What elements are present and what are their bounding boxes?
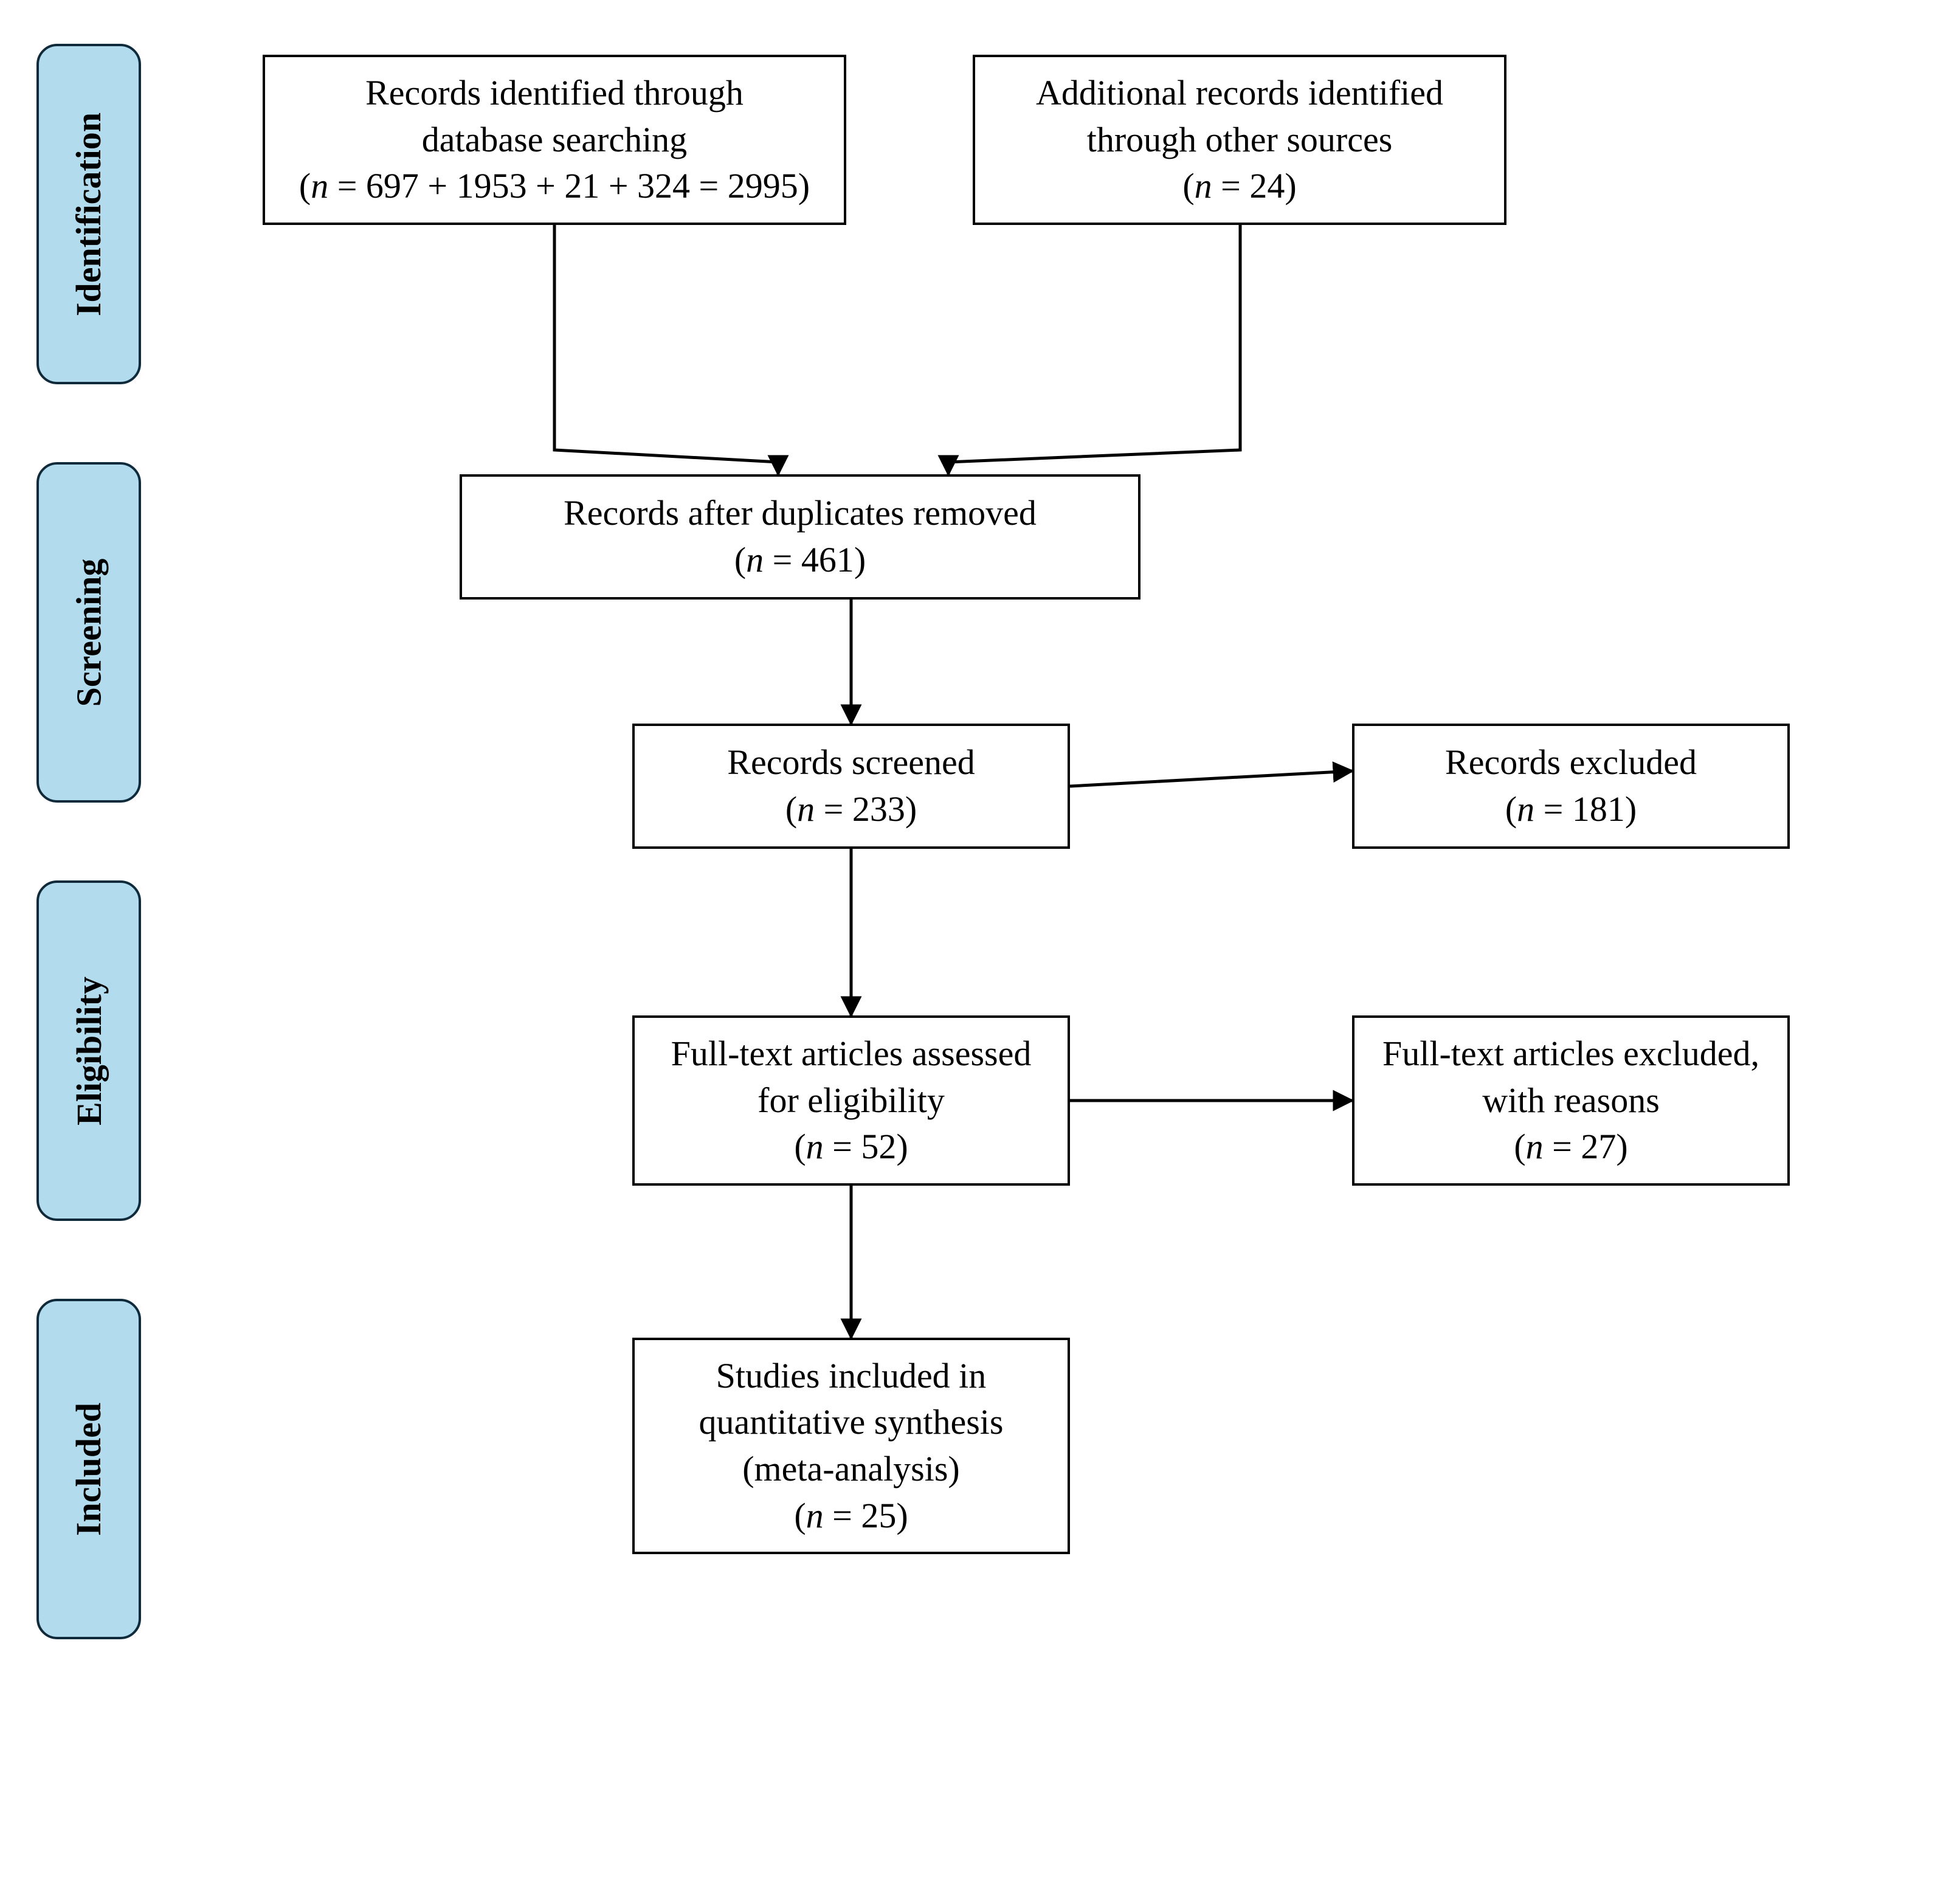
box-line: for eligibility xyxy=(757,1077,945,1124)
stage-label-text: Eligibility xyxy=(69,977,109,1125)
prisma-flowchart: Identification Screening Eligibility Includ… xyxy=(0,0,1960,1891)
box-excluded1: Records excluded(n = 181) xyxy=(1352,724,1790,849)
box-line: Records identified through xyxy=(365,70,744,117)
box-line: Additional records identified xyxy=(1036,70,1443,117)
box-line: Records after duplicates removed xyxy=(564,490,1037,537)
box-db-search: Records identified throughdatabase searc… xyxy=(263,55,846,225)
stage-label-included: Included xyxy=(36,1299,141,1639)
box-fulltext: Full-text articles assessedfor eligibili… xyxy=(632,1015,1070,1186)
box-screened: Records screened(n = 233) xyxy=(632,724,1070,849)
box-line: quantitative synthesis xyxy=(699,1399,1004,1446)
box-included-box: Studies included inquantitative synthesi… xyxy=(632,1338,1070,1554)
box-line: Full-text articles excluded, xyxy=(1382,1031,1759,1077)
box-line: Studies included in xyxy=(716,1353,987,1400)
box-line: (n = 27) xyxy=(1514,1124,1627,1170)
arrow-screened-to-excluded1 xyxy=(1070,771,1352,786)
arrow-other-src-to-dup-removed xyxy=(948,225,1240,474)
box-line: (n = 52) xyxy=(794,1124,908,1170)
box-excluded2: Full-text articles excluded,with reasons… xyxy=(1352,1015,1790,1186)
box-line: (n = 25) xyxy=(794,1493,908,1540)
box-line: (meta-analysis) xyxy=(742,1446,960,1493)
stage-label-text: Screening xyxy=(69,558,109,707)
arrow-layer xyxy=(0,0,1960,1891)
box-other-src: Additional records identifiedthrough oth… xyxy=(973,55,1506,225)
arrow-db-search-to-dup-removed xyxy=(554,225,778,474)
stage-label-screening: Screening xyxy=(36,462,141,803)
box-line: through other sources xyxy=(1087,117,1393,164)
stage-label-identification: Identification xyxy=(36,44,141,384)
box-line: Full-text articles assessed xyxy=(671,1031,1032,1077)
box-line: Records screened xyxy=(727,739,975,786)
box-line: Records excluded xyxy=(1445,739,1697,786)
box-line: (n = 697 + 1953 + 21 + 324 = 2995) xyxy=(299,163,810,210)
box-line: (n = 233) xyxy=(785,786,917,833)
box-line: with reasons xyxy=(1482,1077,1660,1124)
box-line: (n = 461) xyxy=(734,537,866,584)
stage-label-eligibility: Eligibility xyxy=(36,880,141,1221)
stage-label-text: Included xyxy=(69,1402,109,1535)
box-line: (n = 181) xyxy=(1505,786,1637,833)
box-dup-removed: Records after duplicates removed(n = 461… xyxy=(460,474,1140,600)
stage-label-text: Identification xyxy=(69,112,109,316)
box-line: (n = 24) xyxy=(1182,163,1296,210)
box-line: database searching xyxy=(422,117,687,164)
